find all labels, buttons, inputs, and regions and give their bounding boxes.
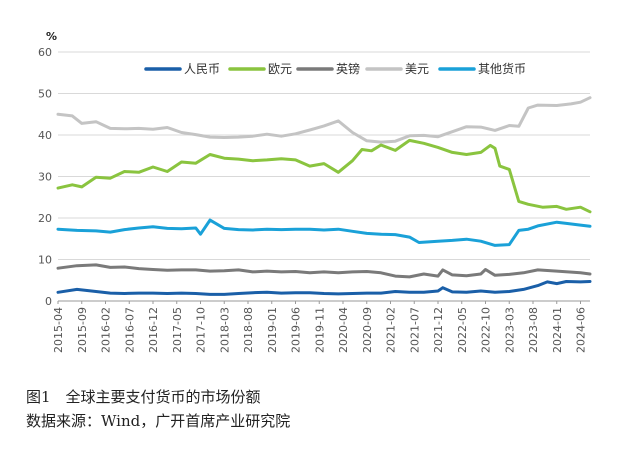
data-source-note: 数据来源：Wind，广开首席产业研究院	[26, 412, 291, 430]
legend-label: 其他货币	[478, 61, 526, 76]
x-tick-label: 2020-04	[337, 307, 350, 353]
legend-label: 英镑	[336, 61, 360, 76]
y-axis-unit: %	[46, 30, 57, 43]
x-tick-label: 2021-02	[385, 307, 398, 353]
y-tick-label: 20	[38, 212, 52, 225]
legend-label: 欧元	[268, 62, 292, 76]
x-tick-label: 2022-10	[480, 307, 493, 353]
x-tick-label: 2022-05	[456, 307, 469, 353]
y-tick-label: 30	[38, 171, 52, 184]
x-tick-label: 2018-08	[242, 307, 255, 353]
x-tick-label: 2015-04	[52, 307, 65, 353]
y-tick-label: 50	[38, 88, 52, 101]
x-tick-label: 2021-12	[432, 307, 445, 353]
y-tick-label: 10	[38, 254, 52, 267]
x-tick-label: 2016-07	[123, 307, 136, 353]
y-tick-label: 0	[45, 295, 52, 308]
x-tick-label: 2017-05	[171, 307, 184, 353]
series-line	[56, 138, 592, 214]
x-tick-label: 2019-01	[266, 307, 279, 353]
legend-label: 人民币	[184, 62, 220, 76]
series-line	[56, 218, 592, 247]
legend: 人民币 欧元 英镑 美元 其他货币	[144, 61, 526, 76]
y-tick-label: 60	[38, 46, 52, 59]
x-tick-label: 2017-10	[195, 307, 208, 353]
x-tick-label: 2015-09	[76, 307, 89, 353]
x-tick-label: 2019-11	[313, 307, 326, 353]
legend-label: 美元	[405, 62, 429, 76]
series-line	[56, 96, 592, 144]
x-tick-label: 2023-03	[503, 307, 516, 353]
x-tick-label: 2018-03	[218, 307, 231, 353]
x-axis-ticks: 2015-04 2015-09 2016-02 2016-07 2016-12 2017-…	[52, 301, 588, 353]
series-lines	[56, 96, 592, 296]
figure-caption: 图1 全球主要支付货币的市场份额	[26, 388, 261, 406]
x-tick-label: 2016-12	[147, 307, 160, 353]
grid-lines	[58, 51, 590, 302]
x-tick-label: 2023-08	[527, 307, 540, 353]
x-tick-label: 2024-01	[551, 307, 564, 353]
x-tick-label: 2024-06	[575, 307, 588, 353]
series-line	[56, 280, 592, 296]
y-tick-label: 40	[38, 129, 52, 142]
x-tick-label: 2020-09	[361, 307, 374, 353]
x-tick-label: 2016-02	[100, 307, 113, 353]
x-tick-label: 2019-06	[290, 307, 303, 353]
x-tick-label: 2021-07	[408, 307, 421, 353]
series-line	[56, 263, 592, 279]
y-axis-ticks: 0 10 20 30 40 50 60	[38, 46, 52, 308]
